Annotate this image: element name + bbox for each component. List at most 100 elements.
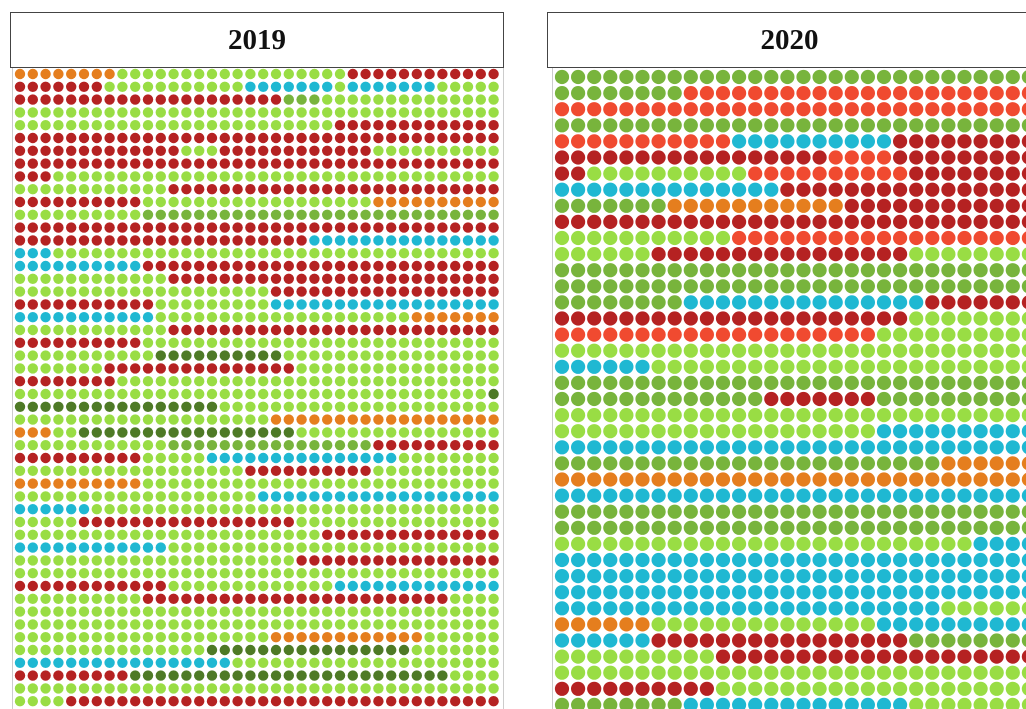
dot-2020-r20-c21 [893, 391, 908, 407]
dot-2020-r21-c29 [1021, 408, 1026, 422]
dot-2019-r38-c8 [117, 555, 128, 566]
dot-2020-r14-c14 [780, 295, 795, 310]
dot-2020-r32-c0 [554, 585, 570, 600]
dot-2019-r37-c35 [462, 542, 474, 553]
dot-2020-r27-c24 [941, 504, 956, 519]
dot-2019-r32-c35 [462, 478, 474, 489]
dot-2019-r30-c28 [373, 452, 384, 464]
dot-2020-r7-c9 [699, 182, 714, 197]
dot-2019-r2-c25 [334, 94, 346, 105]
dot-2019-r45-c19 [258, 644, 269, 656]
dot-2019-r19-c16 [219, 312, 230, 323]
dot-2019-r12-c5 [78, 222, 90, 233]
dot-2019-r3-c24 [322, 107, 333, 118]
dot-2019-r32-c2 [40, 478, 51, 489]
dot-2019-r14-c17 [232, 248, 243, 259]
dot-2019-r42-c36 [475, 606, 486, 617]
dot-2019-r23-c27 [360, 363, 371, 374]
dot-2020-r20-c15 [796, 391, 811, 407]
dot-2020-r21-c2 [587, 408, 602, 423]
dot-2019-r32-c10 [142, 478, 154, 489]
dot-2019-r20-c28 [373, 324, 384, 336]
dot-2019-r31-c16 [219, 465, 230, 476]
dot-2020-r2-c0 [554, 102, 570, 117]
dot-2019-r48-c32 [424, 683, 435, 694]
dot-2019-r3-c36 [475, 107, 486, 118]
dot-2019-r38-c3 [53, 555, 64, 566]
dot-2020-r13-c11 [732, 279, 747, 294]
dot-2020-r38-c26 [973, 681, 988, 696]
dot-2019-r1-c32 [424, 81, 435, 92]
dot-2020-r5-c26 [973, 150, 988, 165]
dot-2019-r47-c16 [219, 670, 230, 681]
dot-2020-r38-c17 [828, 681, 843, 696]
dot-2019-r16-c6 [91, 273, 103, 284]
dot-2019-r48-c21 [283, 683, 294, 694]
dot-2019-r4-c11 [155, 120, 166, 131]
dot-2019-r29-c36 [475, 440, 486, 451]
dot-2020-r25-c23 [925, 472, 940, 487]
dot-2019-r30-c1 [27, 452, 38, 464]
dot-2020-r7-c21 [893, 182, 908, 197]
dot-2019-r1-c6 [91, 81, 103, 92]
dot-2019-r46-c6 [91, 657, 103, 668]
dot-2019-r43-c20 [270, 619, 282, 630]
dot-2019-r8-c30 [398, 171, 410, 182]
dot-2020-r15-c24 [941, 311, 956, 326]
dot-2019-r18-c23 [309, 299, 320, 310]
dot-2019-r0-c30 [398, 68, 410, 80]
dot-2019-r41-c25 [334, 593, 346, 604]
dot-2019-r13-c37 [488, 235, 499, 246]
dot-2019-r13-c36 [475, 235, 486, 246]
dot-2020-r38-c3 [603, 681, 618, 696]
dot-2019-r22-c17 [232, 350, 243, 361]
dot-2020-r19-c7 [667, 375, 682, 390]
dot-2019-r47-c28 [373, 670, 384, 681]
dot-2019-r14-c32 [424, 248, 435, 259]
dot-2019-r1-c21 [283, 81, 294, 92]
dot-2019-r12-c13 [181, 222, 192, 233]
dot-2020-r26-c17 [828, 488, 843, 503]
dot-2020-r35-c13 [764, 633, 779, 648]
dot-2019-r12-c9 [130, 222, 141, 233]
dot-2019-r29-c4 [66, 440, 77, 451]
dot-2019-r42-c2 [40, 606, 51, 617]
dot-2019-r32-c25 [334, 478, 346, 489]
dot-2020-r32-c2 [587, 585, 602, 600]
dot-2019-r5-c25 [334, 132, 346, 144]
dot-2020-r24-c10 [715, 456, 731, 471]
dot-2019-r16-c23 [309, 273, 320, 284]
dot-2019-r2-c9 [130, 94, 141, 105]
dot-2019-r15-c24 [322, 260, 333, 272]
dot-2020-r19-c5 [635, 375, 650, 390]
dot-2019-r23-c9 [130, 363, 141, 374]
dot-2020-r23-c23 [925, 440, 940, 455]
dot-2019-r10-c19 [258, 196, 269, 208]
dot-2020-r34-c9 [699, 617, 714, 632]
dot-2019-r29-c17 [232, 440, 243, 451]
dot-2020-r14-c2 [587, 295, 602, 310]
dot-2020-r7-c10 [715, 182, 731, 197]
dot-2019-r37-c8 [117, 542, 128, 553]
dot-2019-r33-c23 [309, 491, 320, 502]
dot-2019-r0-c34 [450, 68, 461, 80]
dot-2020-r5-c5 [635, 150, 650, 165]
dot-2019-r44-c25 [334, 632, 346, 643]
dot-2020-r24-c27 [989, 456, 1004, 471]
dot-2020-r5-c25 [957, 150, 972, 165]
dot-2020-r28-c19 [860, 520, 875, 535]
dot-2019-r39-c11 [155, 568, 166, 579]
dot-2019-r16-c29 [386, 273, 397, 284]
dot-2020-r17-c24 [941, 343, 956, 358]
dot-2019-r37-c18 [245, 542, 256, 553]
dot-2020-r8-c8 [683, 198, 698, 213]
dot-2019-r20-c24 [322, 324, 333, 336]
dot-2019-r31-c14 [194, 465, 205, 476]
dot-2020-r6-c19 [860, 166, 875, 181]
panel-title-2019: 2019 [10, 12, 504, 68]
dot-2020-r3-c21 [893, 118, 908, 133]
dot-2019-r45-c32 [424, 644, 435, 656]
dot-2019-r7-c29 [386, 158, 397, 169]
dot-2019-r10-c33 [437, 196, 448, 208]
dot-2019-r17-c16 [219, 286, 230, 297]
